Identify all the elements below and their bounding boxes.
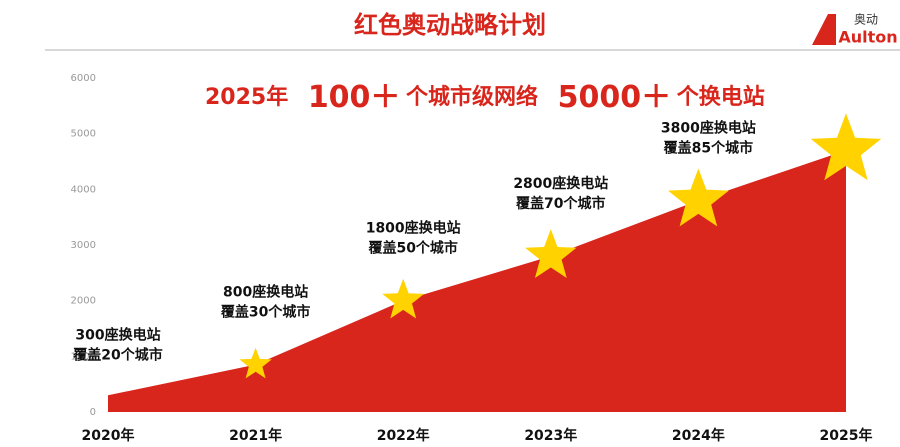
y-tick-label: 4000 (71, 184, 96, 195)
annotation: 覆盖20个城市 (73, 346, 162, 363)
star-marker (525, 229, 577, 278)
star-marker (382, 278, 425, 319)
headline: 2025年 100＋ 个城市级网络 5000＋ 个换电站 (205, 80, 765, 115)
y-tick-label: 6000 (71, 73, 96, 84)
annotation: 800座换电站 (223, 284, 308, 301)
headline-part: 5000＋ (558, 80, 672, 115)
x-tick-label: 2020年 (82, 427, 135, 444)
annotation: 覆盖30个城市 (221, 304, 310, 321)
star-marker (668, 168, 729, 227)
x-tick-label: 2023年 (524, 427, 577, 444)
star-marker (810, 113, 882, 181)
annotation: 300座换电站 (75, 326, 160, 343)
annotation: 3800座换电站 (661, 119, 756, 136)
headline-part: 2025年 (205, 84, 288, 110)
annotation: 覆盖50个城市 (368, 240, 457, 257)
logo-mark (812, 14, 836, 45)
y-tick-label: 2000 (71, 296, 96, 307)
chart-title: 红色奥动战略计划 (354, 11, 546, 39)
x-tick-label: 2025年 (820, 427, 873, 444)
logo-name: 奥动 (854, 13, 878, 27)
annotation: 1800座换电站 (366, 220, 461, 237)
headline-part: 个城市级网络 (406, 84, 538, 110)
y-tick-label: 3000 (71, 240, 96, 251)
y-tick-label: 1000 (71, 351, 96, 362)
headline-part: 个换电站 (677, 84, 765, 110)
x-tick-label: 2021年 (229, 427, 282, 444)
headline-part: 100＋ (308, 80, 401, 115)
logo: 奥动 Aulton (812, 13, 898, 47)
area (108, 150, 846, 412)
x-tick-label: 2022年 (377, 427, 430, 444)
annotation: 覆盖70个城市 (516, 195, 605, 212)
star-marker (239, 347, 272, 379)
annotation: 覆盖85个城市 (664, 139, 753, 156)
y-tick-label: 5000 (71, 129, 96, 140)
logo-brand: Aulton (838, 28, 897, 47)
annotation: 2800座换电站 (513, 175, 608, 192)
y-tick-label: 0 (90, 407, 96, 418)
x-tick-label: 2024年 (672, 427, 725, 444)
